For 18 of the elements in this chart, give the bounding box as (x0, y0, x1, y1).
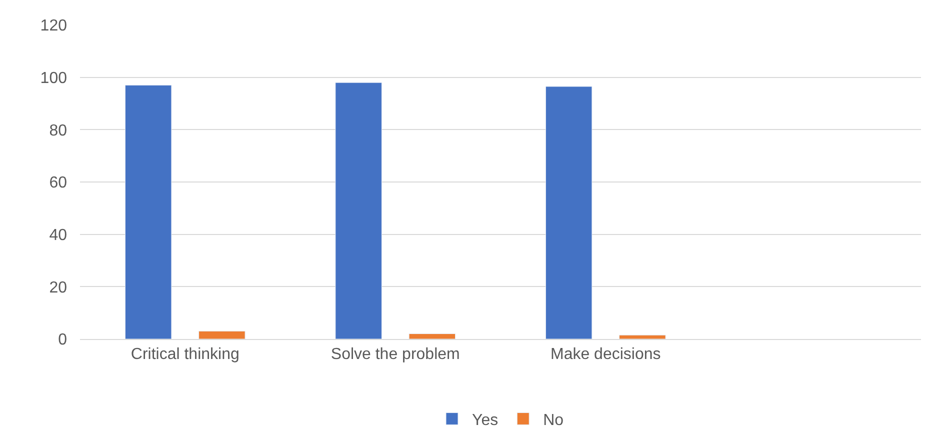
legend-label: Yes (472, 412, 498, 429)
y-tick-label: 80 (49, 122, 68, 140)
bar (335, 82, 382, 339)
y-tick-label: 100 (40, 70, 68, 87)
y-tick-label: 0 (58, 332, 68, 349)
x-tick-label: Make decisions (550, 346, 661, 364)
bar (198, 330, 246, 339)
bar (545, 86, 592, 339)
y-tick-label: 20 (49, 279, 68, 296)
bar (124, 84, 172, 339)
legend-label: No (543, 412, 564, 429)
y-tick-label: 40 (49, 226, 68, 244)
bar (619, 334, 666, 339)
y-tick-label: 120 (40, 18, 68, 35)
x-tick-label: Solve the problem (330, 346, 460, 364)
y-tick-label: 60 (49, 174, 68, 192)
bar (408, 334, 456, 339)
x-tick-label: Critical thinking (130, 346, 240, 364)
